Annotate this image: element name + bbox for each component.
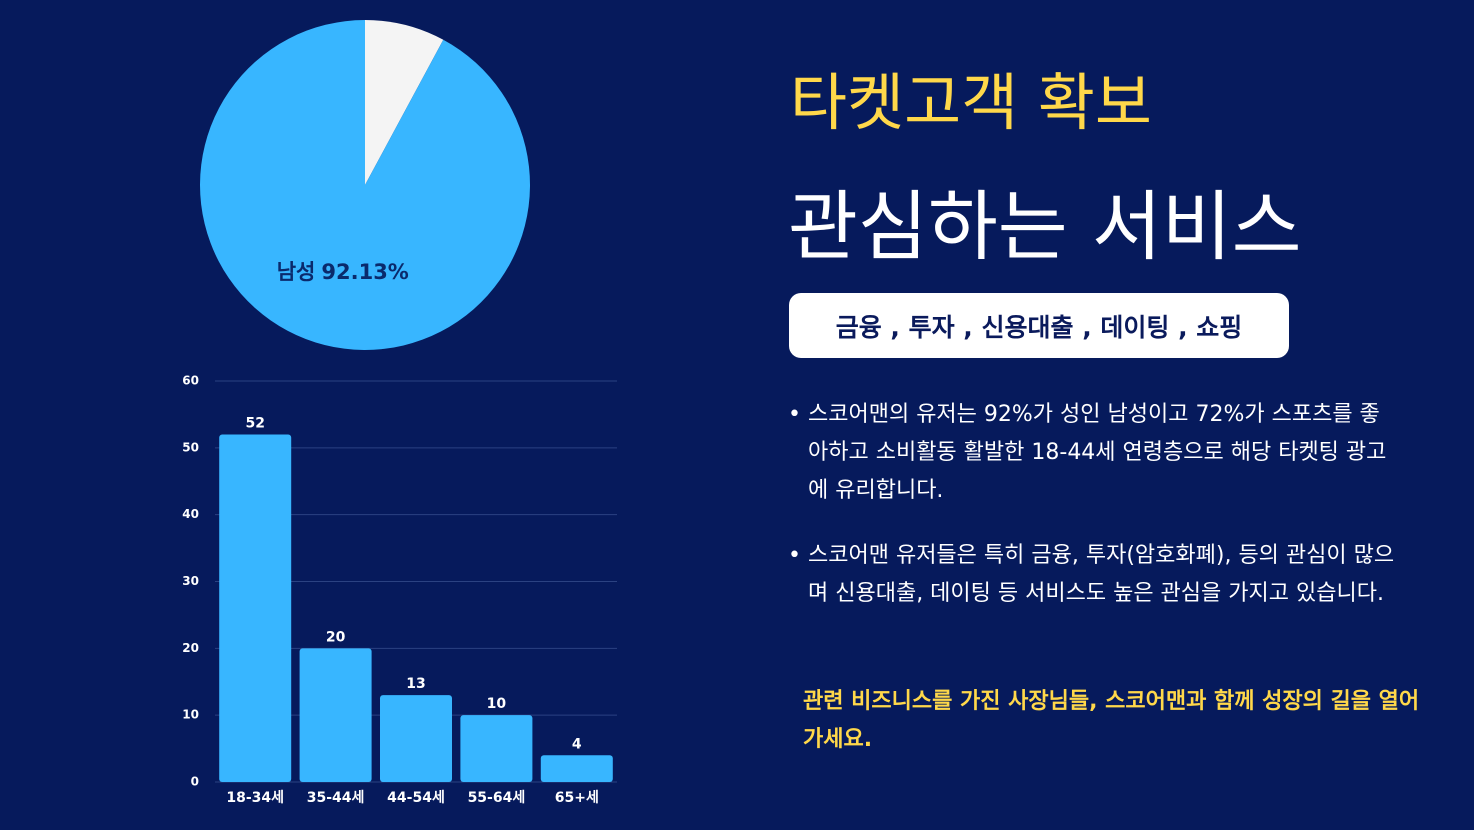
y-tick-label: 30 xyxy=(182,574,199,588)
slice-value-label: 92.13% xyxy=(321,260,408,284)
y-tick-label: 20 xyxy=(182,641,199,655)
subtitle: 관심하는 서비스 xyxy=(788,182,1302,271)
bar-value-label: 4 xyxy=(572,736,582,752)
bar xyxy=(380,695,452,782)
charts: 남성 92.13% 0 10 20 30 40 50 60 52 18-34세 20 35-44세 13 4… xyxy=(182,20,617,806)
slice-category: 남성 xyxy=(277,260,316,284)
x-tick-label: 65+세 xyxy=(555,790,599,806)
title: 타켓고객 확보 xyxy=(790,66,1152,139)
bullet: 스코어맨 유저들은 특히 금융, 투자(암호화폐), 등의 관심이 많으며 신용… xyxy=(788,537,1398,613)
pie-slice xyxy=(365,20,444,185)
call-to-action: 관련 비즈니스를 가진 사장님들, 스코어맨과 함께 성장의 길을 열어가세요. xyxy=(803,689,1420,752)
slice-label: 남성 92.13% xyxy=(277,260,409,284)
bullet: 스코어맨의 유저는 92%가 성인 남성이고 72%가 스포츠를 좋아하고 소비… xyxy=(788,396,1398,510)
y-tick-label: 50 xyxy=(182,440,199,454)
x-tick-label: 35-44세 xyxy=(307,790,365,806)
tag: 금융 , 투자 , 신용대출 , 데이팅 , 쇼핑 xyxy=(789,293,1289,358)
y-tick-label: 40 xyxy=(182,507,199,521)
bar xyxy=(219,434,292,782)
bar-value-label: 10 xyxy=(487,696,507,712)
x-tick-label: 44-54세 xyxy=(387,790,445,806)
bar-value-label: 13 xyxy=(406,676,425,692)
bar xyxy=(460,715,533,782)
x-tick-label: 55-64세 xyxy=(468,790,526,806)
y-tick-label: 0 xyxy=(191,775,199,789)
bar xyxy=(299,648,372,782)
y-tick-label: 60 xyxy=(182,374,199,388)
pie-slice xyxy=(200,20,531,350)
x-tick-label: 18-34세 xyxy=(226,790,284,806)
bar-value-label: 20 xyxy=(326,629,346,645)
y-tick-label: 10 xyxy=(182,708,199,722)
bar xyxy=(540,755,613,782)
bar-value-label: 52 xyxy=(245,415,264,431)
